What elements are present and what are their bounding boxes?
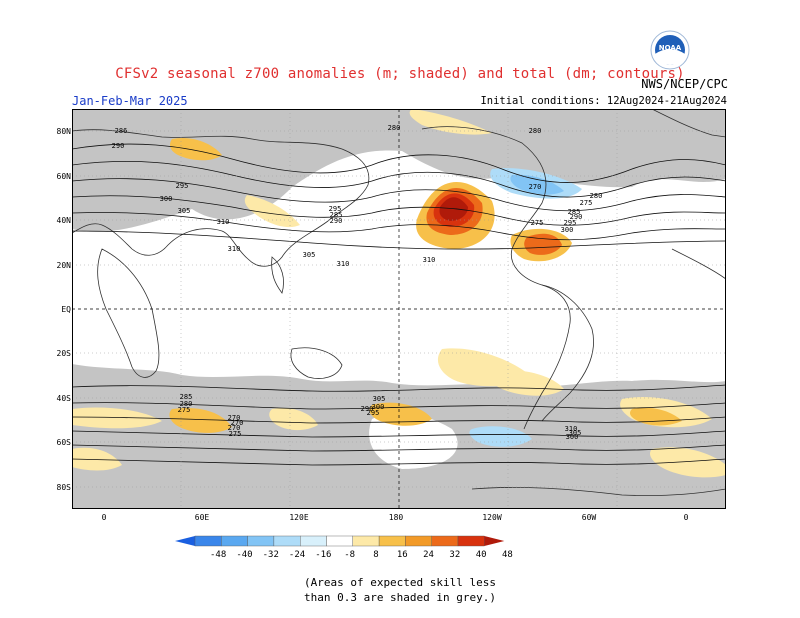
lat-label: 20N: [56, 261, 71, 270]
lat-label: 80N: [56, 127, 71, 136]
colorbar-swatch: [273, 535, 301, 547]
colorbar-tick-label: -48: [210, 550, 226, 560]
contour-label: 270: [228, 424, 241, 432]
coastlines: [72, 109, 726, 496]
contour-label: 295: [367, 409, 380, 417]
contour-label: 275: [531, 219, 544, 227]
contour-label: 310: [565, 425, 578, 433]
anomaly-shading: [72, 109, 726, 478]
contour-label: 280: [180, 400, 193, 408]
colorbar-tick-label: 8: [373, 550, 378, 560]
contour-label: 295: [176, 182, 189, 190]
contour-label: 295: [329, 205, 342, 213]
lat-label: 40N: [56, 216, 71, 225]
colorbar-swatch: [247, 535, 275, 547]
colorbar-swatch: [300, 535, 327, 547]
lon-label: 60W: [581, 513, 597, 522]
agency-label: NWS/NCEP/CPC: [641, 77, 728, 91]
colorbar-swatch: [431, 535, 459, 547]
skill-note-line: (Areas of expected skill less: [303, 576, 497, 589]
noaa-logo-text: NOAA: [659, 44, 682, 52]
contour-label: 275: [178, 406, 191, 414]
forecast-period: Jan-Feb-Mar 2025: [72, 94, 188, 108]
noaa-logo: NOAA: [650, 30, 690, 70]
contour-label: 290: [112, 142, 125, 150]
contour-label: 300: [372, 403, 385, 411]
colorbar-tick-label: 16: [397, 550, 408, 560]
lon-label: 0: [683, 513, 689, 522]
colorbar-swatch: [457, 535, 485, 547]
contour-label: 285: [568, 208, 581, 216]
skill-note: (Areas of expected skill less than 0.3 a…: [0, 575, 800, 605]
colorbar-swatch: [378, 535, 406, 547]
colorbar-swatch: [194, 535, 222, 547]
contour-label: 285: [180, 393, 193, 401]
contour-label: 270: [529, 183, 542, 191]
contour-label: 280: [590, 192, 603, 200]
contour-label: 286: [115, 127, 128, 135]
lon-label: 120W: [482, 513, 502, 522]
contour-label: 295: [564, 219, 577, 227]
lat-label: EQ: [61, 305, 71, 314]
contour-label: 275: [229, 430, 242, 438]
colorbar-swatch: [352, 535, 380, 547]
contour-label: 310: [228, 245, 241, 253]
contour-label: 305: [303, 251, 316, 259]
colorbar-swatch: [405, 535, 432, 547]
colorbar-tick-label: 48: [502, 550, 513, 560]
contour-label: 290: [330, 217, 343, 225]
contour-label: 310: [337, 260, 350, 268]
colorbar-swatch: [221, 535, 248, 547]
contour-label: 300: [566, 433, 579, 441]
contour-labels: 2802862902953003053103103102952902852802…: [112, 124, 603, 441]
skill-note-line: than 0.3 are shaded in grey.): [303, 591, 497, 604]
contour-label: 285: [330, 211, 343, 219]
colorbar: -48 -40 -32 -24 -16 -8 8 16 24 32 40 48: [175, 535, 513, 560]
contour-label: 270: [228, 414, 241, 422]
colorbar-arrow-high: [484, 536, 505, 546]
lat-label: 80S: [56, 483, 71, 492]
lon-label: 180: [388, 513, 404, 522]
contour-label: 275: [580, 199, 593, 207]
lat-label: 40S: [56, 394, 71, 403]
graticule: [72, 109, 726, 509]
contour-label: 305: [569, 429, 582, 437]
lat-label: 20S: [56, 349, 71, 358]
colorbar-swatch: [326, 535, 353, 547]
contour-label: 310: [217, 218, 230, 226]
lat-label: 60S: [56, 438, 71, 447]
colorbar-tick-label: -16: [315, 550, 331, 560]
colorbar-tick-label: 40: [476, 550, 487, 560]
lon-label: 60E: [194, 513, 210, 522]
contour-label: 280: [529, 127, 542, 135]
contour-label: 270: [231, 419, 244, 427]
height-contours: [72, 143, 726, 466]
contour-label: 305: [178, 207, 191, 215]
contour-label: 305: [373, 395, 386, 403]
contour-label: 300: [561, 226, 574, 234]
colorbar-tick-label: -8: [344, 550, 355, 560]
lon-label: 0: [101, 513, 107, 522]
contour-label: 290: [361, 405, 374, 413]
map-panel: 2802862902953003053103103102952902852802…: [72, 109, 726, 509]
lon-label: 120E: [289, 513, 309, 522]
contour-label: 290: [570, 213, 583, 221]
colorbar-tick-label: -24: [289, 550, 305, 560]
colorbar-tick-label: 24: [423, 550, 434, 560]
colorbar-tick-label: -40: [236, 550, 252, 560]
contour-label: 300: [160, 195, 173, 203]
colorbar-arrow-low: [175, 536, 195, 546]
contour-label: 310: [423, 256, 436, 264]
initial-conditions: Initial conditions: 12Aug2024-21Aug2024: [480, 95, 727, 107]
colorbar-tick-label: -32: [263, 550, 279, 560]
colorbar-tick-label: 32: [449, 550, 460, 560]
lat-label: 60N: [56, 172, 71, 181]
contour-label: 280: [388, 124, 401, 132]
chart-title: CFSv2 seasonal z700 anomalies (m; shaded…: [115, 66, 685, 82]
